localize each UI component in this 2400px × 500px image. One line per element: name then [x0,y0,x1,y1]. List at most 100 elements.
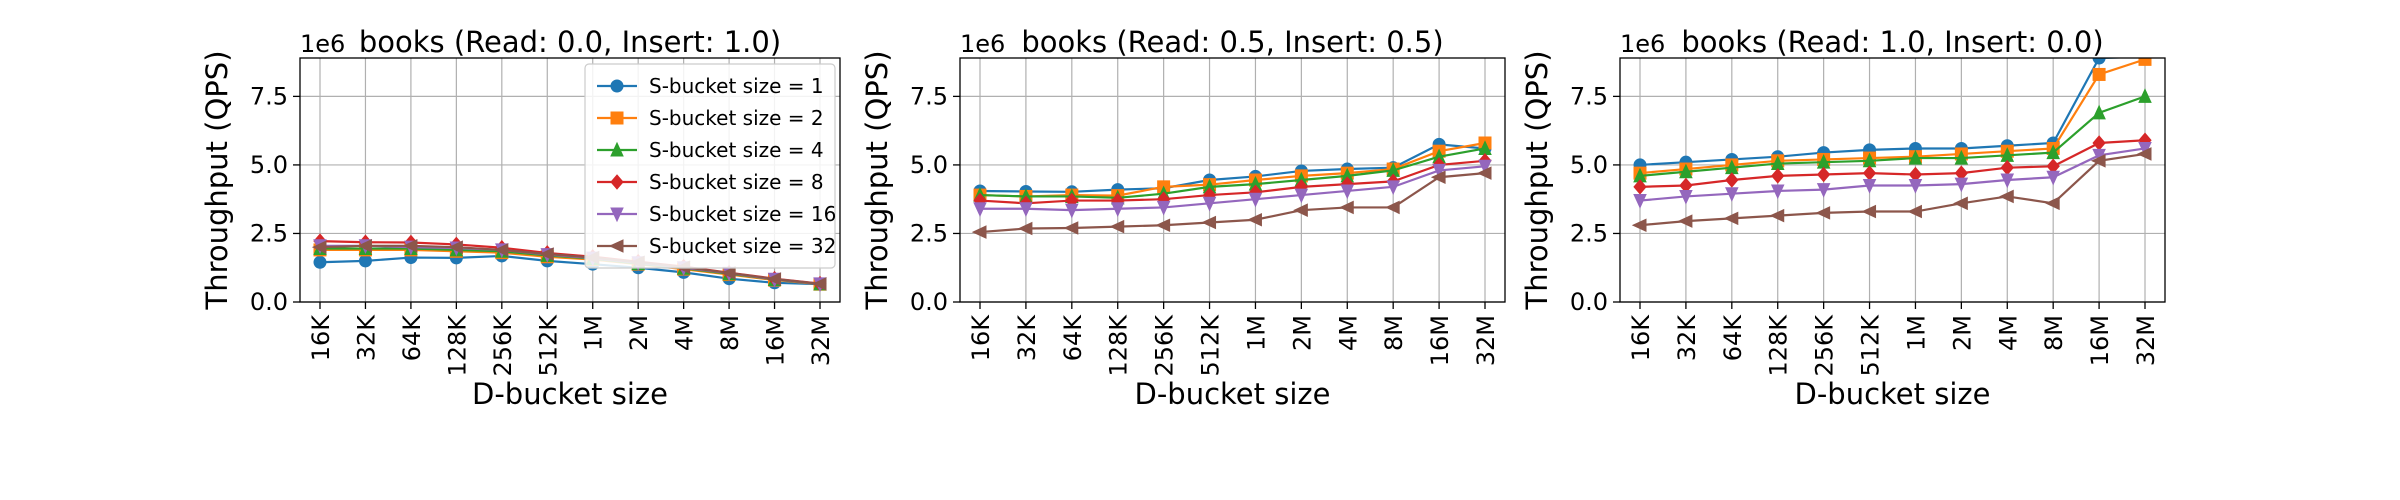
legend-marker [610,207,624,223]
series-line [1639,147,2146,202]
data-point [1908,149,1923,165]
series-line [1639,58,2136,167]
x-tick-label: 32K [1013,314,1041,362]
data-point [1954,177,1969,193]
x-tick-label: 16K [307,314,335,362]
series-line [1639,139,2146,188]
data-point [1770,184,1785,200]
data-point [2138,58,2152,66]
data-point [1202,196,1217,212]
data-point [1065,203,1079,219]
data-point [1110,202,1125,217]
series-line [979,143,1486,193]
x-axis-label: D-bucket size [1795,377,1991,411]
data-point [1725,187,1739,202]
data-point [1248,192,1263,208]
data-point [1063,221,1079,235]
x-tick-label: 32K [352,314,380,362]
data-point [2092,67,2106,81]
x-axis-label: D-bucket size [472,377,668,411]
y-offset-label: 1e6 [1620,30,1665,58]
x-tick-label: 32M [2132,315,2160,366]
y-tick-label: 0.0 [1570,288,1608,316]
data-point [1340,184,1355,200]
x-tick-label: 8M [2040,315,2068,351]
series-line [1639,58,2146,175]
data-point [1816,183,1831,198]
legend-marker [610,174,624,190]
data-point [402,239,418,253]
data-point [1019,202,1033,217]
y-tick-label: 2.5 [250,219,288,247]
y-axis-label: Throughput (QPS) [1520,50,1554,310]
data-point [1384,200,1400,215]
x-tick-label: 64K [1719,314,1747,362]
x-tick-label: 512K [534,314,562,377]
data-point [1633,179,1647,195]
legend-entry: S-bucket size = 16 [649,202,836,226]
data-point [1723,211,1739,226]
series-layer [1631,58,2152,233]
data-point [1631,218,1647,233]
y-tick-label: 0.0 [910,288,948,316]
series-line [980,165,1486,212]
x-tick-label: 4M [671,315,699,351]
data-point [1677,214,1693,228]
chart-title: books (Read: 1.0, Insert: 0.0) [1681,25,2103,59]
data-point [973,202,987,217]
data-point [1155,218,1171,233]
legend-marker [610,79,624,93]
data-point [2092,58,2106,65]
y-tick-label: 7.5 [910,82,948,110]
y-tick-label: 5.0 [1570,151,1608,179]
axes-frame [299,57,841,303]
legend-entry: S-bucket size = 8 [649,170,824,194]
x-tick-label: 8M [1380,315,1408,351]
data-point [1386,180,1400,196]
legend-entry: S-bucket size = 1 [649,74,824,98]
data-point [811,277,827,291]
data-point [2090,154,2106,168]
x-tick-label: 128K [1765,314,1793,377]
series-line [979,147,1486,199]
x-tick-label: 512K [1857,314,1885,377]
y-tick-label: 2.5 [910,219,948,247]
data-point [971,225,987,239]
chart-panel-2: 0.0 2.5 5.0 7.5 16K 32K 64K 128K 256K 512K 1M 2M 4M 8… [860,25,1506,411]
y-axis-label: Throughput (QPS) [860,50,894,310]
chart-title: books (Read: 0.0, Insert: 1.0) [359,25,781,59]
x-tick-label: 256K [1151,314,1179,377]
legend-entry: S-bucket size = 32 [649,234,836,258]
data-point [1815,206,1831,220]
data-point [1294,188,1309,204]
legend-box [584,63,836,269]
x-tick-label: 4M [1994,315,2022,351]
data-point [766,272,782,286]
x-tick-label: 16K [1627,314,1655,362]
x-tick-label: 32M [1472,315,1500,366]
data-point [1907,204,1922,219]
data-point [1633,194,1647,209]
data-point [1908,178,1923,194]
data-point [2138,88,2152,103]
y-tick-label: 2.5 [1570,219,1608,247]
series-line [979,141,1486,198]
data-point [720,266,736,280]
data-point [1771,168,1785,184]
data-point [1201,215,1217,230]
data-point [1679,189,1693,205]
data-point [313,255,327,269]
data-point [1953,196,1968,211]
data-point [1109,219,1125,234]
x-tick-label: 2M [1288,315,1316,351]
data-point [1725,172,1739,188]
x-tick-label: 16M [762,315,790,366]
data-point [1293,203,1308,217]
data-point [448,240,463,254]
chart-panel-3: 0.0 2.5 5.0 7.5 16K 32K 64K 128K 256K 512K 1M 2M 4M 8… [1520,25,2166,411]
legend-entry: S-bucket size = 2 [649,106,824,130]
data-point [1156,200,1171,216]
data-point [1339,200,1354,215]
data-point [1430,170,1446,185]
x-tick-label: 2M [625,315,653,351]
